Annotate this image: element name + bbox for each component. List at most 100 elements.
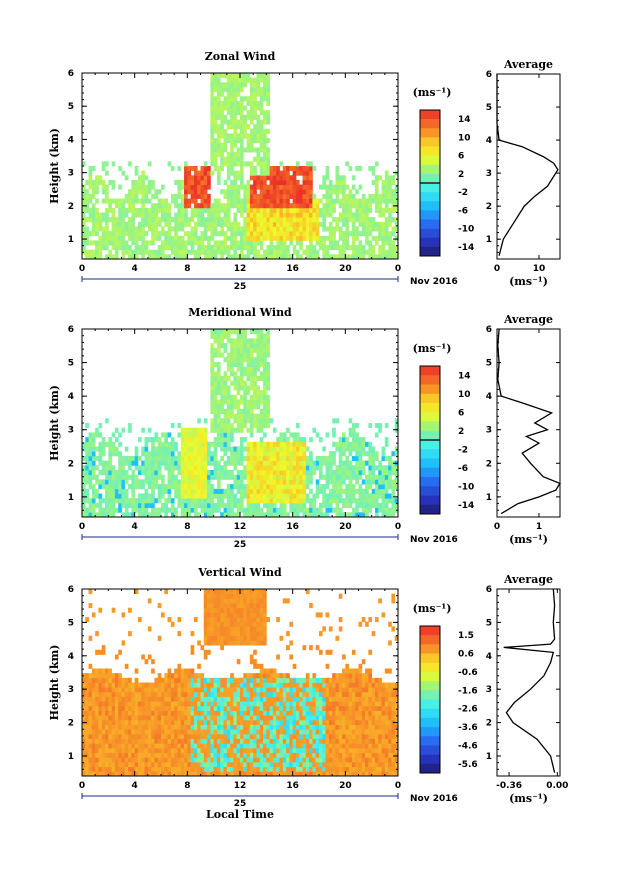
heatmap-cell [365, 502, 369, 508]
heatmap-cell [289, 488, 294, 494]
heatmap-cell [128, 715, 132, 721]
heatmap-cell [355, 441, 359, 447]
heatmap-cell [342, 212, 346, 218]
heatmap-cell [249, 207, 254, 213]
heatmap-cell [101, 761, 106, 768]
heatmap-cell [289, 203, 294, 209]
heatmap-cell [147, 474, 152, 480]
heatmap-cell [249, 86, 254, 92]
heatmap-cell [335, 493, 340, 499]
heatmap-cell [230, 166, 234, 172]
heatmap-cell [101, 198, 106, 204]
heatmap-cell [355, 231, 359, 237]
heatmap-cell [108, 724, 113, 730]
heatmap-cell [342, 498, 346, 504]
heatmap-cell [174, 696, 178, 702]
heatmap-cell [243, 394, 247, 400]
heatmap-cell [128, 701, 132, 707]
heatmap-cell [187, 687, 192, 693]
heatmap-cell [108, 198, 113, 204]
heatmap-cell [197, 207, 201, 213]
heatmap-cell [157, 446, 162, 452]
heatmap-cell [88, 184, 93, 190]
heatmap-cell [216, 488, 221, 494]
heatmap-cell [253, 329, 257, 335]
colorbar-segment [420, 458, 440, 469]
heatmap-cell [157, 465, 162, 471]
heatmap-cell [207, 221, 211, 227]
heatmap-cell [335, 221, 340, 227]
colorbar-tick-label: 2 [458, 170, 464, 180]
heatmap-cell [325, 493, 330, 499]
heatmap-cell [342, 184, 346, 190]
heatmap-cell [299, 446, 303, 452]
heatmap-cell [210, 128, 215, 134]
heatmap-cell [101, 226, 106, 232]
heatmap-cell [180, 212, 185, 218]
heatmap-cell [105, 441, 109, 447]
heatmap-cell [190, 696, 195, 702]
heatmap-cell [233, 460, 238, 466]
heatmap-cell [388, 254, 392, 260]
heatmap-cell [365, 507, 369, 513]
heatmap-cell [361, 441, 366, 447]
heatmap-cell [230, 114, 234, 120]
heatmap-cell [180, 427, 185, 433]
heatmap-cell [263, 184, 267, 190]
heatmap-cell [167, 217, 172, 223]
heatmap-cell [256, 203, 261, 209]
heatmap-cell [226, 399, 231, 405]
heatmap-cell [174, 761, 178, 768]
heatmap-cell [95, 455, 99, 461]
heatmap-cell [174, 512, 178, 518]
heatmap-cell [220, 635, 224, 641]
heatmap-cell [335, 170, 340, 176]
heatmap-cell [101, 479, 106, 485]
heatmap-cell [216, 142, 221, 148]
heatmap-cell [269, 460, 274, 466]
heatmap-cell [246, 203, 251, 209]
heatmap-cell [243, 240, 247, 246]
heatmap-cell [233, 82, 238, 88]
heatmap-cell [203, 733, 208, 739]
heatmap-cell [197, 715, 201, 721]
heatmap-cell [91, 446, 96, 452]
heatmap-cell [315, 235, 320, 241]
heatmap-cell [203, 691, 208, 697]
heatmap-cell [154, 479, 159, 485]
heatmap-cell [391, 451, 396, 457]
heatmap-cell [216, 114, 221, 120]
heatmap-cell [289, 474, 294, 480]
heatmap-cell [220, 249, 224, 255]
heatmap-cell [88, 663, 93, 669]
heatmap-cell [124, 249, 129, 255]
heatmap-cell [289, 217, 294, 223]
heatmap-cell [164, 217, 168, 223]
heatmap-cell [223, 376, 228, 382]
heatmap-cell [187, 460, 192, 466]
heatmap-cell [111, 502, 116, 508]
date-label: 25 [234, 540, 247, 550]
heatmap-cell [236, 329, 241, 335]
heatmap-cell [279, 198, 284, 204]
heatmap-cell [216, 329, 221, 335]
heatmap-cell [200, 743, 205, 749]
heatmap-cell [236, 352, 241, 358]
heatmap-cell [213, 249, 218, 255]
heatmap-cell [193, 673, 198, 679]
colorbar-segment [420, 430, 440, 441]
heatmap-cell [111, 691, 116, 697]
heatmap-cell [388, 179, 392, 185]
heatmap-cell [266, 498, 271, 504]
heatmap-cell [371, 465, 376, 471]
heatmap-cell [85, 705, 89, 711]
heatmap-cell [203, 635, 208, 641]
heatmap-cell [223, 231, 228, 237]
heatmap-cell [240, 352, 244, 358]
heatmap-cell [216, 338, 221, 344]
heatmap-cell [101, 231, 106, 237]
heatmap-cell [391, 193, 396, 199]
colorbar-segment [420, 210, 440, 220]
heatmap-cell [266, 404, 271, 410]
heatmap-cell [184, 212, 188, 218]
